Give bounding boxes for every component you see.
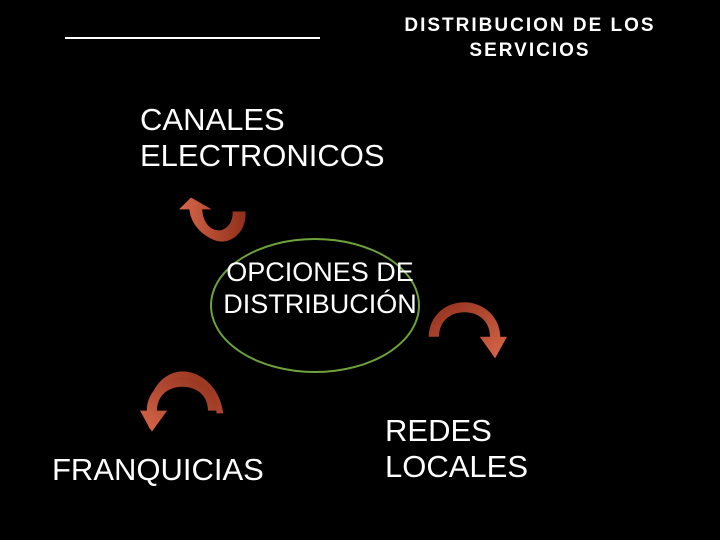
header-divider [65,37,320,39]
node-label: CANALES ELECTRONICOS [140,102,385,173]
node-label: REDES LOCALES [385,413,528,484]
center-label: OPCIONES DE DISTRIBUCIÓN [218,256,422,321]
node-redes-locales: REDES LOCALES [385,413,585,484]
arrow-left-icon [140,370,225,440]
arrow-right-icon [422,295,507,367]
node-label: FRANQUICIAS [52,452,264,487]
arrow-top-icon [175,187,255,257]
node-franquicias: FRANQUICIAS [52,452,264,488]
slide-title: DISTRIBUCION DE LOS SERVICIOS [375,14,685,63]
node-canales-electronicos: CANALES ELECTRONICOS [140,102,440,173]
